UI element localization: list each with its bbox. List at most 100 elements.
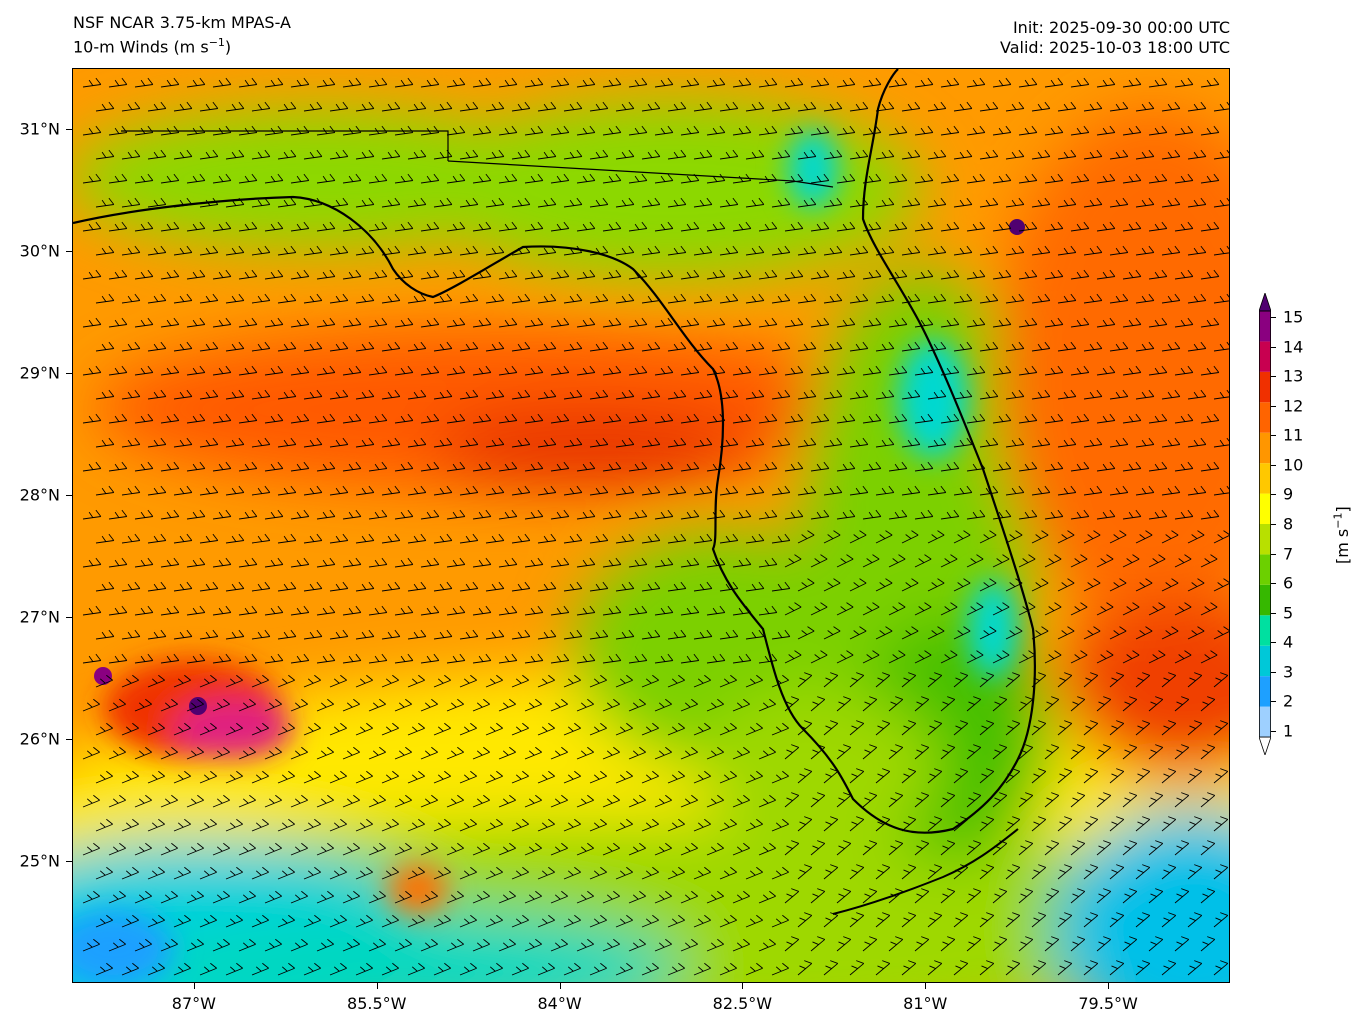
wind-barb (420, 125, 440, 136)
wind-barb (485, 293, 505, 304)
wind-barb (303, 245, 323, 256)
wind-barb (797, 389, 817, 400)
wind-barb (1213, 768, 1229, 784)
wind-barb (290, 221, 310, 232)
wind-barb (1187, 768, 1203, 784)
wind-barb (134, 77, 154, 88)
wind-barb (537, 101, 557, 112)
wind-barb (329, 770, 347, 784)
wind-barb (511, 866, 529, 880)
wind-barb (836, 365, 856, 376)
wind-barb (745, 389, 765, 400)
wind-barb (693, 533, 713, 544)
wind-barb (212, 125, 232, 136)
wind-barb (706, 605, 726, 616)
wind-barb (693, 674, 711, 688)
wind-barb (706, 698, 724, 712)
wind-barb (563, 293, 583, 304)
colorbar-title-main: [m s (1333, 528, 1353, 565)
wind-barb (212, 269, 232, 280)
wind-barb (589, 533, 609, 544)
wind-barb (1018, 936, 1034, 952)
wind-barb (147, 674, 165, 688)
wind-barb (706, 317, 726, 328)
wind-barb (1109, 245, 1129, 256)
wind-barb (199, 581, 219, 592)
wind-barb (641, 485, 661, 496)
wind-barb (875, 672, 891, 688)
wind-barb (160, 317, 180, 328)
wind-barb (654, 125, 674, 136)
wind-barb (901, 197, 921, 208)
wind-barb (628, 698, 646, 712)
wind-barb (264, 77, 284, 88)
colorbar-tick-mark (1271, 701, 1276, 703)
wind-barb (472, 557, 492, 568)
wind-barb (823, 101, 843, 112)
wind-barb (303, 914, 321, 928)
wind-barb (277, 533, 297, 544)
wind-barb (1005, 578, 1023, 592)
wind-barb (381, 866, 399, 880)
wind-barb (602, 698, 620, 712)
wind-barb (1148, 792, 1164, 808)
wind-barb (1122, 413, 1142, 424)
wind-barb (303, 866, 321, 880)
wind-barb (498, 317, 518, 328)
wind-barb (134, 173, 154, 184)
wind-barb (810, 936, 826, 952)
wind-barb (173, 101, 193, 112)
wind-barb (108, 653, 128, 664)
wind-barb (1161, 864, 1177, 880)
wind-barb (849, 530, 867, 544)
wind-barb (1018, 554, 1036, 568)
wind-barb (212, 890, 230, 904)
wind-barb (784, 650, 802, 664)
wind-barb (186, 509, 206, 520)
wind-barb (1122, 125, 1142, 136)
wind-barb (875, 485, 895, 496)
wind-barb (706, 890, 724, 904)
valid-time: Valid: 2025-10-03 18:00 UTC (999, 38, 1230, 57)
wind-barb (1187, 101, 1207, 112)
wind-barb (433, 866, 451, 880)
wind-barb (680, 698, 698, 712)
wind-barb (472, 77, 492, 88)
wind-barb (1200, 936, 1216, 952)
wind-barb (810, 554, 828, 568)
wind-barb (329, 914, 347, 928)
wind-barb (524, 173, 544, 184)
wind-barb (238, 794, 256, 808)
wind-barb (342, 173, 362, 184)
colorbar-tick-label: 9 (1283, 484, 1294, 504)
wind-barb (95, 437, 115, 448)
wind-barb (108, 221, 128, 232)
wind-barb (329, 818, 347, 832)
wind-barb (498, 269, 518, 280)
wind-barb (849, 672, 865, 688)
wind-barb (1135, 101, 1155, 112)
wind-barb (940, 696, 956, 712)
wind-barb (771, 770, 789, 784)
wind-barb (498, 890, 516, 904)
wind-barb (654, 557, 674, 568)
wind-barb (758, 221, 778, 232)
wind-barbs (82, 77, 1229, 976)
wind-barb (667, 770, 685, 784)
wind-barb (368, 890, 386, 904)
wind-barb (745, 533, 765, 544)
wind-barb (953, 768, 969, 784)
colorbar-tick-mark (1271, 346, 1276, 348)
wind-barb (641, 722, 659, 736)
wind-barb (628, 605, 648, 616)
wind-barb (953, 341, 973, 352)
wind-barb (134, 317, 154, 328)
wind-barb (160, 221, 180, 232)
wind-barb (342, 890, 360, 904)
central-florida-calm (898, 339, 968, 459)
wind-barb (693, 149, 713, 160)
wind-barb (680, 605, 700, 616)
wind-barb (186, 461, 206, 472)
wind-barb (875, 960, 891, 976)
wind-barb (927, 960, 943, 976)
